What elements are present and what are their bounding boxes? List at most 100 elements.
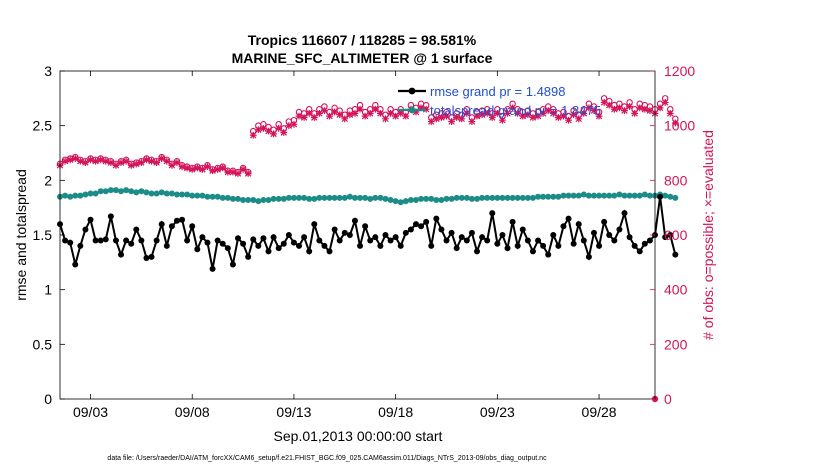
obs-evaluated-point [102,157,110,165]
totalspread-point [590,192,597,199]
totalspread-series [57,187,679,206]
obs-evaluated-point [244,170,252,177]
rmse-point [641,240,648,247]
totalspread-point [102,188,109,195]
rmse-point [280,240,287,247]
totalspread-point [240,197,247,204]
obs-evaluated-series [56,99,679,177]
x-tick-label: 09/18 [378,404,413,420]
rmse-point [667,232,674,238]
totalspread-point [133,189,140,196]
rmse-point [382,232,389,238]
obs-evaluated-point [183,164,191,172]
obs-evaluated-point [412,108,420,116]
obs-evaluated-point [499,116,506,124]
rmse-point [479,234,486,241]
rmse-point [580,237,587,244]
obs-evaluated-point [219,164,227,172]
totalspread-point [316,194,323,201]
rmse-point [234,235,241,242]
obs-evaluated-point [626,103,633,110]
rmse-point [194,246,201,253]
totalspread-point [585,192,592,199]
totalspread-point [641,191,648,198]
totalspread-point [234,195,241,202]
obs-evaluated-point [438,114,445,121]
obs-evaluated-point [646,107,654,115]
x-tick-label: 09/08 [175,404,210,420]
totalspread-point [631,192,638,199]
rmse-point [657,193,664,200]
totalspread-point [143,189,150,196]
rmse-point [397,242,404,249]
totalspread-point [179,191,186,198]
left-y-axis: 0 0.5 1 1.5 2 2.5 3 [33,63,65,407]
rmse-point [570,240,577,247]
obs-evaluated-point [229,168,237,176]
obs-evaluated-point [178,163,186,171]
right-y-tick-label: 1000 [664,118,695,134]
obs-evaluated-point [585,104,593,112]
right-y-tick-label: 800 [664,172,688,188]
obs-evaluated-point [661,99,669,106]
totalspread-point [540,193,547,200]
obs-evaluated-point [361,112,369,120]
rmse-point [387,237,394,244]
rmse-point [418,223,425,230]
obs-evaluated-point [422,105,430,113]
rmse-point [184,237,191,244]
rmse-point [87,216,94,223]
totalspread-point [311,195,318,202]
left-y-tick-label: 3 [44,63,52,79]
obs-evaluated-point [549,109,557,117]
totalspread-point [173,191,180,198]
legend-spread-label: totalspread grand pr = 1.8475 [430,103,601,118]
obs-evaluated-point [193,164,201,172]
obs-evaluated-point [519,112,527,120]
totalspread-point [123,187,130,194]
right-y-tick-label: 1200 [664,63,695,79]
totalspread-point [672,194,679,201]
x-tick-label: 09/03 [73,404,108,420]
totalspread-point [570,192,577,199]
rmse-point [555,242,562,249]
totalspread-point [92,190,99,197]
obs-evaluated-point [122,157,130,165]
rmse-point [77,242,84,249]
rmse-point [499,232,506,238]
rmse-point [199,234,206,241]
right-y-axis: 0 200 400 600 800 1000 1200 [650,63,695,407]
rmse-point [214,237,221,244]
rmse-point [67,239,74,246]
obs-evaluated-point [560,112,567,120]
rmse-point [133,226,140,233]
right-y-tick-label: 600 [664,227,688,243]
totalspread-point [275,195,282,202]
rmse-point [285,232,292,238]
obs-evaluated-point [310,114,318,121]
totalspread-point [306,195,313,202]
obs-evaluated-point [321,107,328,115]
obs-evaluated-point [473,112,481,120]
obs-evaluated-point [478,111,486,119]
totalspread-point [72,192,79,199]
totalspread-point [189,192,196,199]
rmse-point [662,234,669,241]
totalspread-point [489,194,496,201]
totalspread-point [224,194,231,201]
obs-evaluated-point [392,112,400,120]
obs-evaluated-point [148,157,155,165]
obs-evaluated-point [463,109,471,117]
totalspread-point [285,194,292,201]
obs-evaluated-point [371,105,379,113]
totalspread-point [474,195,481,202]
totalspread-point [194,192,201,199]
totalspread-point [499,194,506,201]
obs-evaluated-point [239,166,247,173]
obs-evaluated-point [326,112,333,120]
rmse-point [112,237,119,244]
totalspread-point [62,192,69,199]
rmse-point [357,242,364,249]
legend: rmse grand pr = 1.4898 totalspread grand… [398,84,601,118]
obs-evaluated-point [254,126,262,134]
